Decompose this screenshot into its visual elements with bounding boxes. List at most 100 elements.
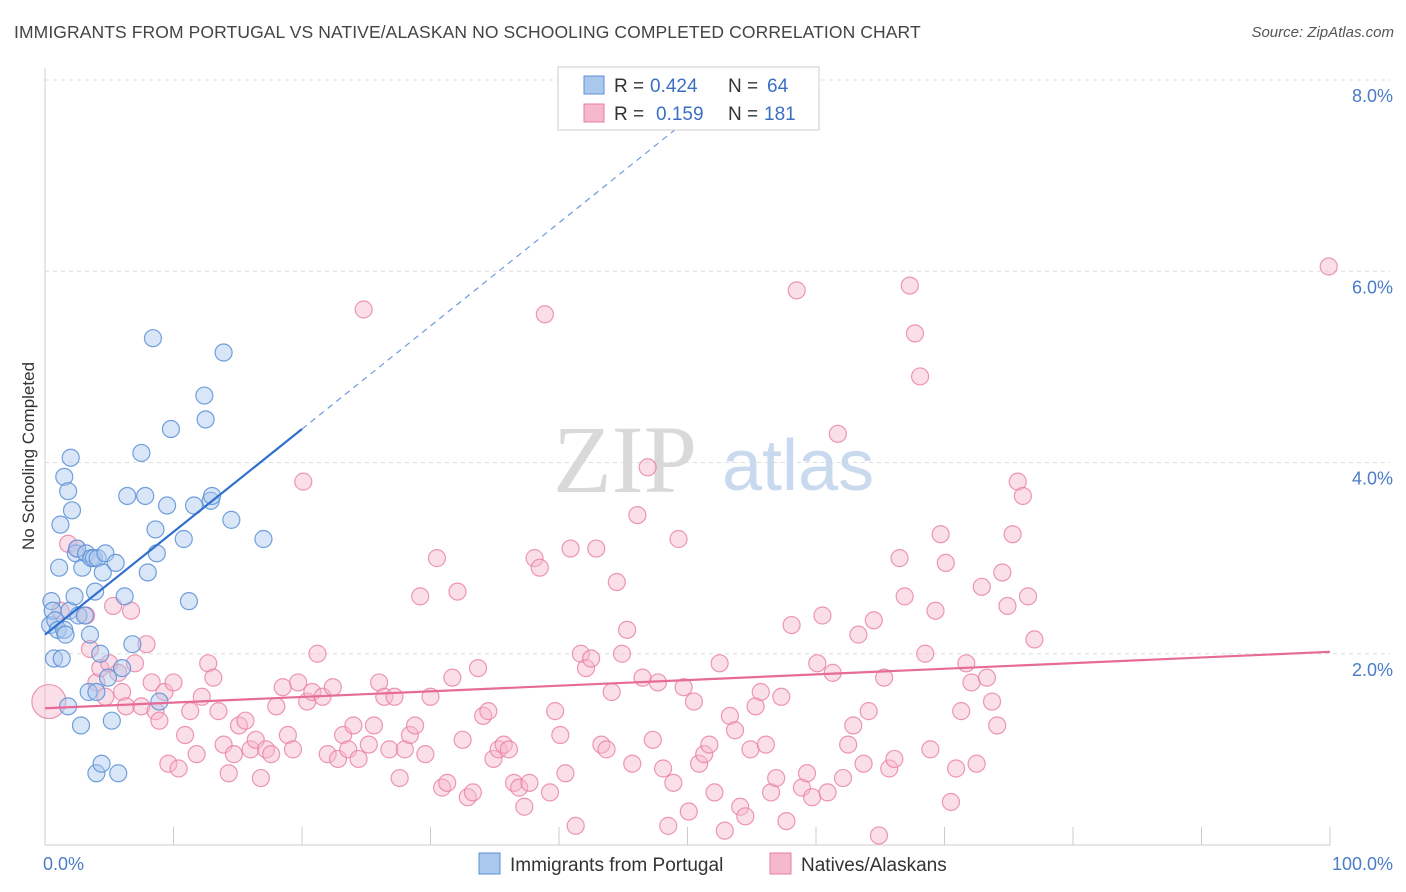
natives-point-68 bbox=[400, 725, 420, 745]
portugal-point-39 bbox=[106, 553, 125, 573]
portugal-point-43 bbox=[118, 486, 137, 506]
natives-point-122 bbox=[679, 802, 698, 821]
natives-point-64 bbox=[380, 740, 399, 759]
natives-point-120 bbox=[669, 529, 688, 549]
gridlines bbox=[45, 79, 1390, 655]
natives-point-71 bbox=[416, 745, 435, 764]
natives-point-58 bbox=[349, 749, 368, 769]
natives-point-27 bbox=[187, 745, 206, 764]
portugal-point-34 bbox=[92, 754, 111, 773]
portugal-point-53 bbox=[161, 419, 181, 439]
natives-point-39 bbox=[251, 768, 270, 788]
natives-point-173 bbox=[941, 792, 961, 812]
portugal-point-16 bbox=[62, 501, 82, 520]
legend-bottom-swatch-natives bbox=[769, 852, 792, 875]
natives-point-177 bbox=[962, 673, 981, 692]
natives-point-171 bbox=[931, 525, 950, 544]
natives-point-47 bbox=[294, 472, 313, 491]
natives-point-12 bbox=[112, 682, 132, 702]
natives-point-44 bbox=[278, 725, 297, 745]
portugal-point-30 bbox=[87, 764, 106, 783]
portugal-point-28 bbox=[84, 549, 103, 568]
natives-point-78 bbox=[453, 730, 472, 749]
natives-point-137 bbox=[756, 735, 775, 754]
natives-point-91 bbox=[520, 773, 539, 792]
portugal-point-54 bbox=[174, 529, 193, 549]
natives-point-185 bbox=[1003, 525, 1022, 544]
natives-point-84 bbox=[484, 749, 503, 769]
natives-point-18 bbox=[142, 673, 161, 692]
natives-point-2 bbox=[59, 534, 78, 553]
natives-point-175 bbox=[952, 702, 971, 721]
natives-point-178 bbox=[967, 754, 986, 773]
portugal-point-63 bbox=[254, 529, 273, 549]
natives-point-37 bbox=[241, 740, 260, 759]
portugal-point-17 bbox=[65, 587, 84, 606]
natives-point-125 bbox=[695, 745, 714, 764]
natives-point-146 bbox=[803, 788, 822, 807]
natives-point-168 bbox=[916, 644, 935, 663]
natives-point-157 bbox=[859, 702, 878, 721]
legend-top-r-label-1: R = bbox=[614, 104, 644, 125]
natives-point-118 bbox=[659, 816, 678, 835]
watermark-zip: ZIP bbox=[553, 406, 697, 513]
portugal-point-33 bbox=[91, 644, 110, 663]
natives-point-113 bbox=[633, 668, 652, 687]
portugal-point-38 bbox=[102, 711, 121, 730]
natives-point-112 bbox=[628, 505, 647, 525]
natives-point-23 bbox=[164, 673, 183, 692]
portugal-point-19 bbox=[68, 539, 87, 558]
natives-point-94 bbox=[535, 305, 554, 324]
natives-point-114 bbox=[638, 458, 657, 477]
x-tick-labels: 0.0% 100.0% bbox=[43, 854, 1393, 874]
legend-top-n-value-1: 181 bbox=[764, 104, 796, 125]
natives-point-92 bbox=[525, 549, 544, 568]
y-tick-labels: 2.0% 4.0% 6.0% 8.0% bbox=[1352, 86, 1393, 680]
natives-point-149 bbox=[818, 783, 837, 802]
natives-point-182 bbox=[988, 716, 1007, 735]
natives-point-33 bbox=[219, 764, 238, 783]
portugal-point-42 bbox=[115, 587, 134, 606]
natives-point-25 bbox=[175, 725, 195, 745]
natives-point-163 bbox=[890, 549, 909, 568]
natives-point-73 bbox=[427, 549, 447, 568]
legend-top-n-label-0: N = bbox=[728, 76, 758, 97]
natives-point-50 bbox=[308, 644, 327, 663]
natives-point-104 bbox=[587, 539, 606, 558]
portugal-point-40 bbox=[109, 764, 128, 783]
natives-point-139 bbox=[767, 768, 786, 788]
portugal-point-37 bbox=[98, 668, 118, 687]
portugal-point-44 bbox=[123, 635, 142, 654]
natives-point-106 bbox=[597, 740, 616, 759]
portugal-point-31 bbox=[87, 682, 106, 702]
natives-point-57 bbox=[344, 716, 363, 735]
natives-point-142 bbox=[782, 615, 801, 635]
natives-point-154 bbox=[844, 716, 863, 735]
portugal-point-45 bbox=[132, 443, 151, 463]
natives-point-143 bbox=[787, 281, 806, 300]
natives-point-132 bbox=[731, 797, 750, 816]
x-tick-label-1: 100.0% bbox=[1332, 854, 1393, 874]
natives-point-60 bbox=[359, 735, 378, 754]
natives-point-151 bbox=[828, 424, 847, 443]
portugal-point-8 bbox=[52, 649, 71, 668]
natives-point-41 bbox=[262, 745, 281, 764]
legend-top-swatch-portugal bbox=[583, 75, 605, 95]
natives-point-17 bbox=[137, 635, 156, 654]
natives-point-128 bbox=[710, 654, 729, 673]
natives-point-111 bbox=[623, 754, 642, 773]
natives-point-81 bbox=[468, 658, 488, 678]
portugal-trend-line bbox=[44, 428, 303, 636]
natives-point-187 bbox=[1013, 486, 1032, 506]
natives-point-7 bbox=[91, 658, 110, 678]
natives-point-108 bbox=[607, 572, 626, 592]
natives-point-109 bbox=[612, 644, 632, 663]
portugal-point-23 bbox=[75, 606, 94, 625]
natives-point-131 bbox=[725, 721, 745, 740]
natives-point-75 bbox=[438, 773, 457, 792]
portugal-point-50 bbox=[147, 544, 166, 563]
natives-point-135 bbox=[746, 697, 765, 716]
natives-point-97 bbox=[551, 725, 570, 745]
natives-point-158 bbox=[864, 611, 883, 630]
natives-point-121 bbox=[674, 678, 693, 697]
